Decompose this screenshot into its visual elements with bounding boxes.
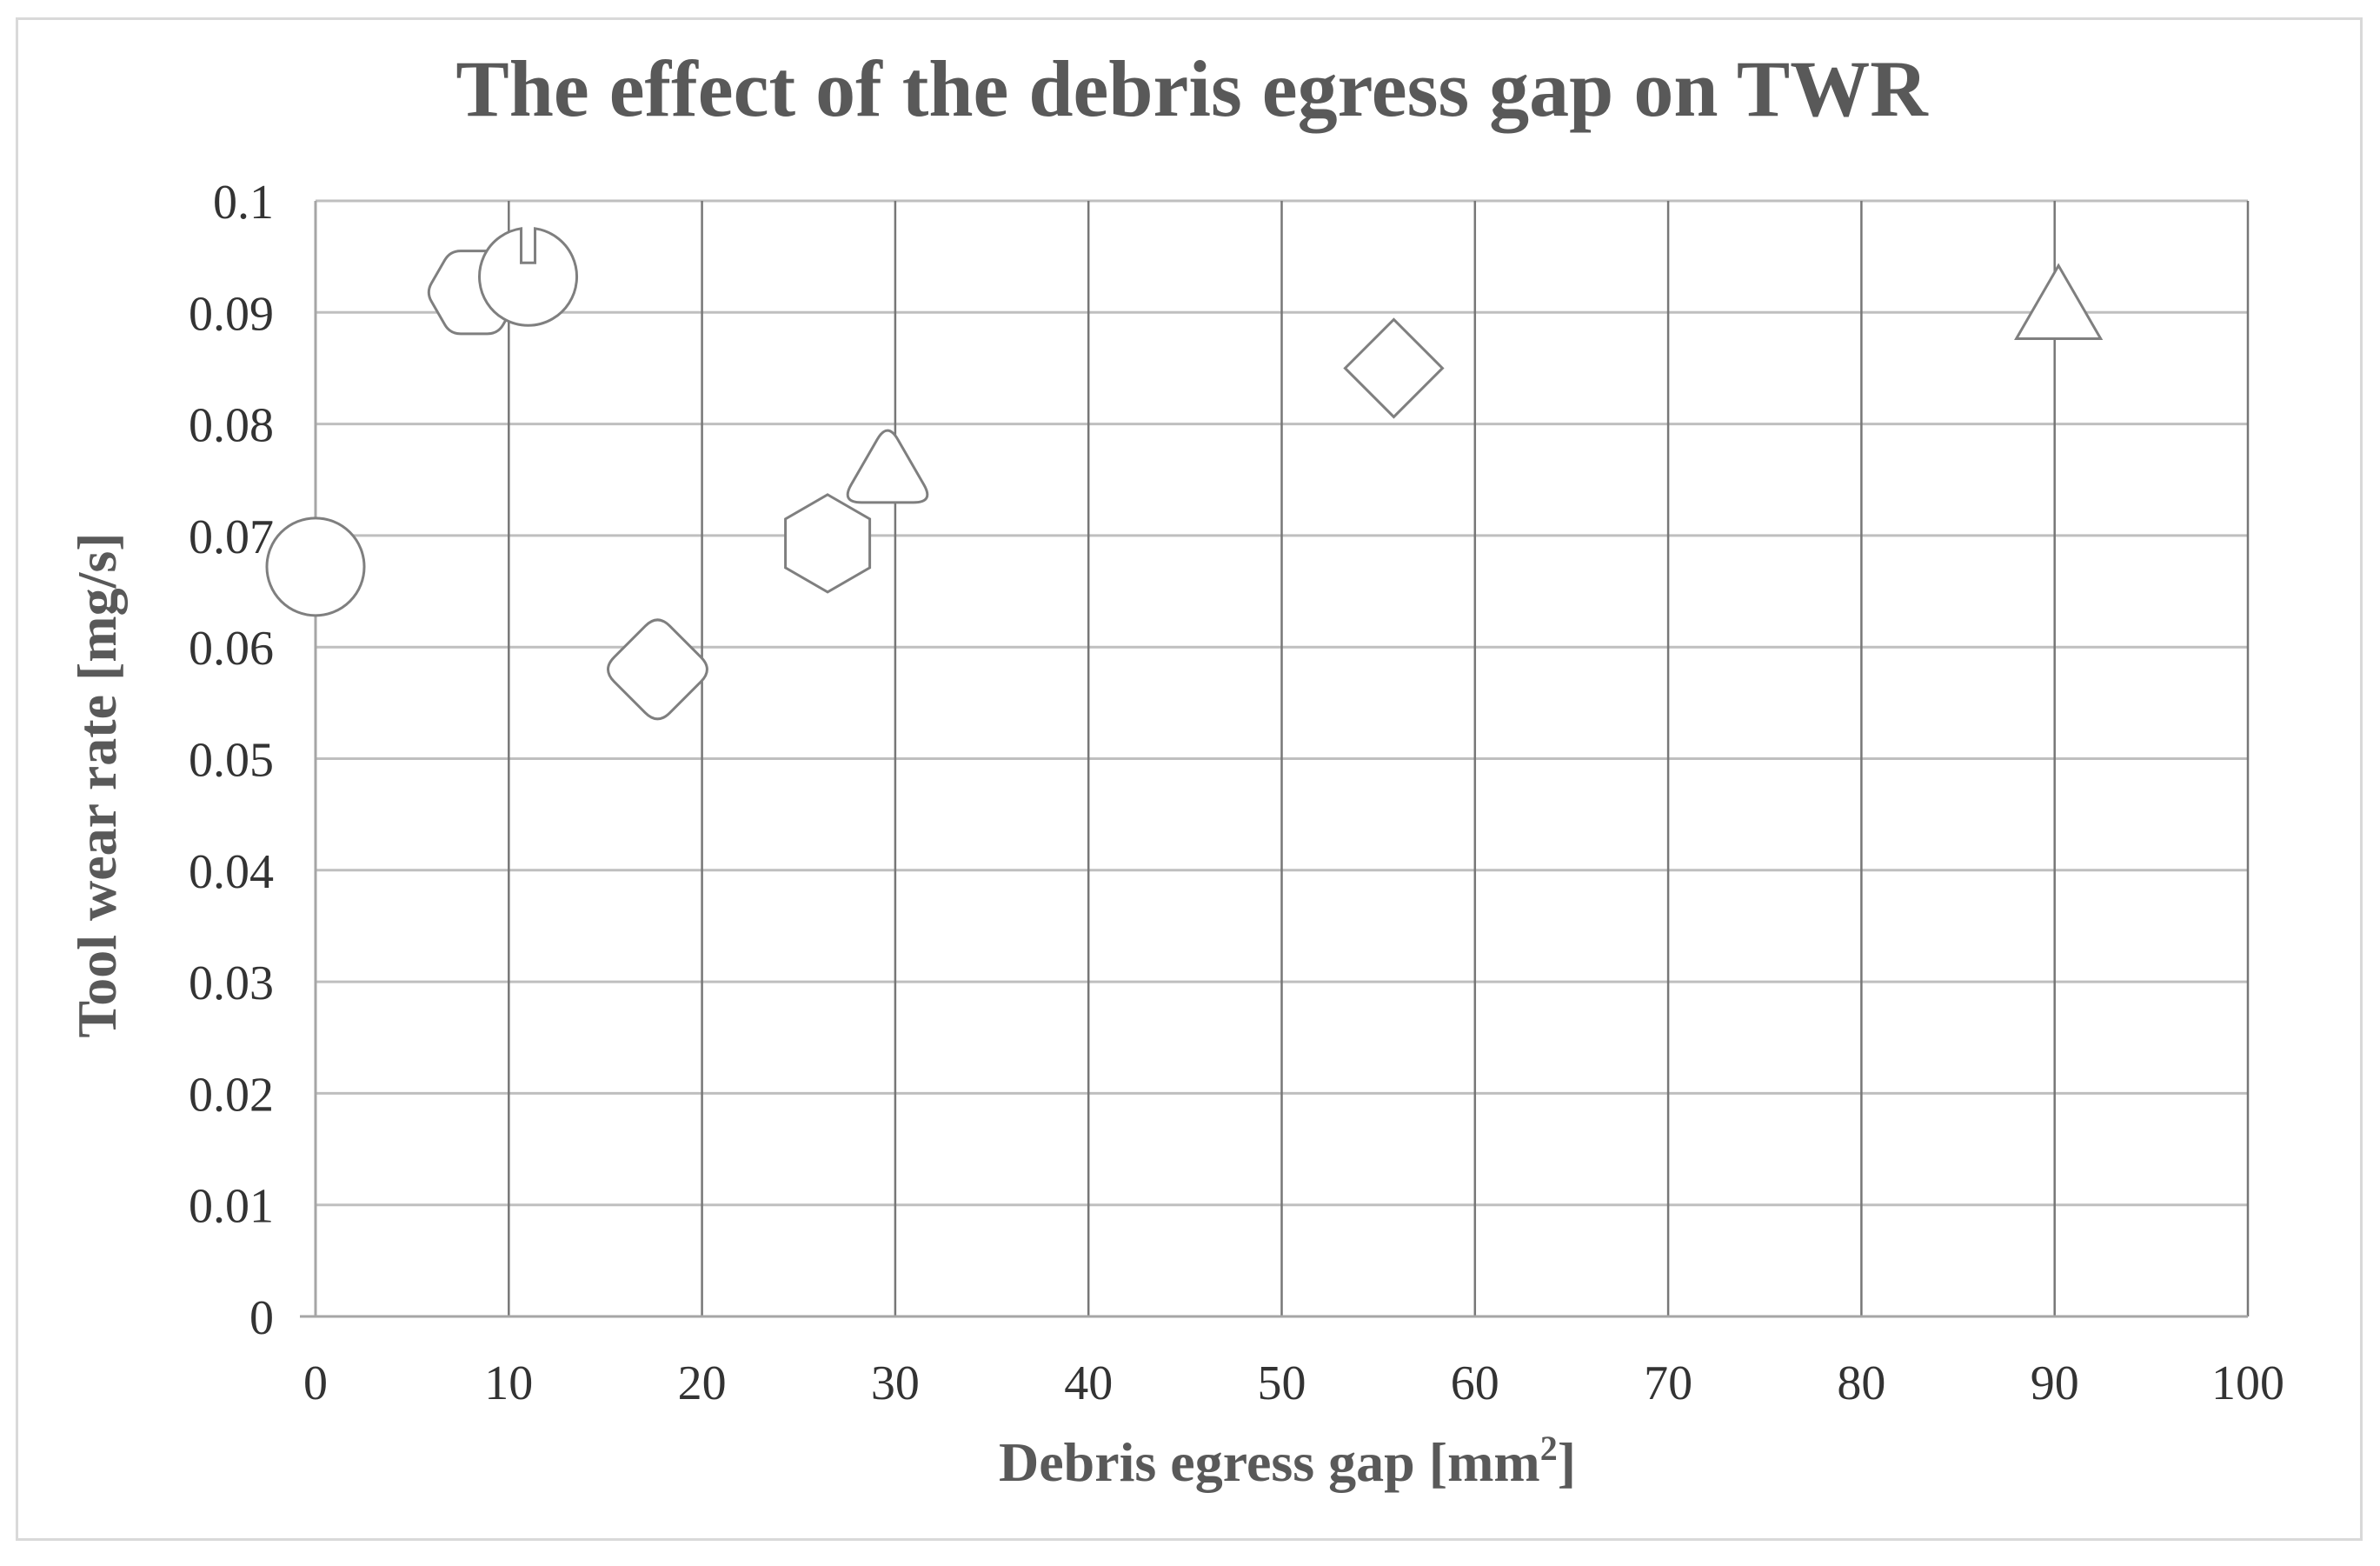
x-tick-label: 100 [2211,1356,2284,1410]
x-tick-label: 0 [303,1356,328,1410]
scatter-chart: The effect of the debris egress gap on T… [66,44,2284,1493]
y-tick-label: 0.05 [189,734,274,788]
x-tick-label: 10 [484,1356,533,1410]
data-point-hexagon [784,493,872,594]
y-tick-label: 0.03 [189,956,274,1010]
y-tick-label: 0.01 [189,1180,274,1234]
data-point-circle [265,516,366,617]
y-tick-label: 0 [249,1291,274,1345]
x-tick-label: 20 [678,1356,727,1410]
y-tick-label: 0.08 [189,399,274,453]
x-tick-label: 50 [1258,1356,1306,1410]
y-tick-label: 0.1 [213,176,274,230]
x-axis-title: Debris egress gap [mm2] [999,1429,1576,1493]
chart-title: The effect of the debris egress gap on T… [455,44,1929,133]
data-point-triangle [2014,263,2104,340]
x-tick-label: 80 [1837,1356,1885,1410]
x-tick-label: 30 [871,1356,920,1410]
chart-frame: The effect of the debris egress gap on T… [16,17,2363,1541]
data-point-rounded-triangle [846,429,929,504]
data-point-notched-circle [478,227,579,327]
x-tick-label: 70 [1644,1356,1692,1410]
x-tick-label: 90 [2031,1356,2079,1410]
y-tick-label: 0.07 [189,510,274,564]
x-tick-label: 60 [1451,1356,1499,1410]
y-tick-label: 0.09 [189,287,274,341]
y-axis-title: Tool wear rate [mg/s] [66,532,128,1037]
y-tick-label: 0.02 [189,1068,274,1122]
y-tick-label: 0.04 [189,845,274,899]
data-point-diamond [1343,317,1445,419]
data-point-rounded-diamond [607,618,708,721]
y-tick-label: 0.06 [189,622,274,676]
x-tick-label: 40 [1064,1356,1113,1410]
